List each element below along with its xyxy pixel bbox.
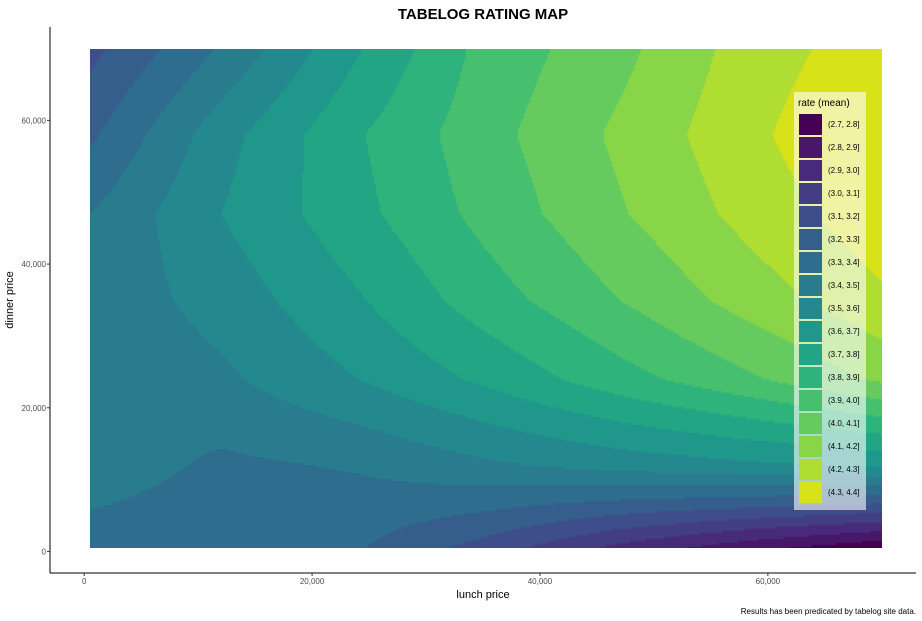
chart-title: TABELOG RATING MAP (398, 6, 568, 23)
x-tick-label: 20,000 (300, 577, 325, 586)
legend-label: (3.0, 3.1] (828, 189, 860, 198)
legend-label: (2.7, 2.8] (828, 120, 860, 129)
x-tick-label: 40,000 (528, 577, 553, 586)
legend-label: (4.2, 4.3] (828, 465, 860, 474)
legend-label: (2.8, 2.9] (828, 143, 860, 152)
contour-fill (90, 49, 882, 548)
chart-caption: Results has been predicated by tabelog s… (741, 607, 916, 616)
x-axis-title: lunch price (456, 589, 509, 601)
legend: rate (mean) (2.7, 2.8] (2.8, 2.9] (2.9, 3.… (794, 92, 866, 510)
legend-swatch (799, 482, 822, 503)
legend-swatch (799, 390, 822, 411)
legend-swatch (799, 413, 822, 434)
legend-label: (3.2, 3.3] (828, 235, 860, 244)
legend-swatch (799, 252, 822, 273)
legend-swatch (799, 160, 822, 181)
legend-label: (3.5, 3.6] (828, 304, 860, 313)
legend-label: (3.9, 4.0] (828, 396, 860, 405)
legend-swatch (799, 229, 822, 250)
legend-label: (2.9, 3.0] (828, 166, 860, 175)
legend-title: rate (mean) (798, 98, 850, 109)
legend-label: (3.1, 3.2] (828, 212, 860, 221)
y-tick-label: 20,000 (22, 404, 47, 413)
plot-area (90, 49, 882, 548)
legend-label: (4.3, 4.4] (828, 488, 860, 497)
legend-label: (4.1, 4.2] (828, 442, 860, 451)
legend-swatch (799, 275, 822, 296)
legend-swatch (799, 183, 822, 204)
legend-label: (4.0, 4.1] (828, 419, 860, 428)
legend-swatch (799, 137, 822, 158)
legend-label: (3.7, 3.8] (828, 350, 860, 359)
x-tick-label: 0 (82, 577, 87, 586)
y-tick-label: 40,000 (22, 260, 47, 269)
x-tick-label: 60,000 (756, 577, 781, 586)
legend-swatch (799, 459, 822, 480)
legend-swatch (799, 367, 822, 388)
legend-swatch (799, 344, 822, 365)
legend-swatch (799, 298, 822, 319)
legend-swatch (799, 321, 822, 342)
legend-swatch (799, 114, 822, 135)
y-axis-ticks: 0 20,000 40,000 60,000 (22, 116, 50, 556)
legend-label: (3.8, 3.9] (828, 373, 860, 382)
legend-label: (3.6, 3.7] (828, 327, 860, 336)
y-tick-label: 60,000 (22, 116, 47, 125)
legend-swatch (799, 436, 822, 457)
x-axis-ticks: 0 20,000 40,000 60,000 (82, 573, 781, 586)
legend-label: (3.3, 3.4] (828, 258, 860, 267)
legend-label: (3.4, 3.5] (828, 281, 860, 290)
legend-swatch (799, 206, 822, 227)
y-tick-label: 0 (42, 547, 47, 556)
y-axis-title: dinner price (4, 271, 16, 328)
